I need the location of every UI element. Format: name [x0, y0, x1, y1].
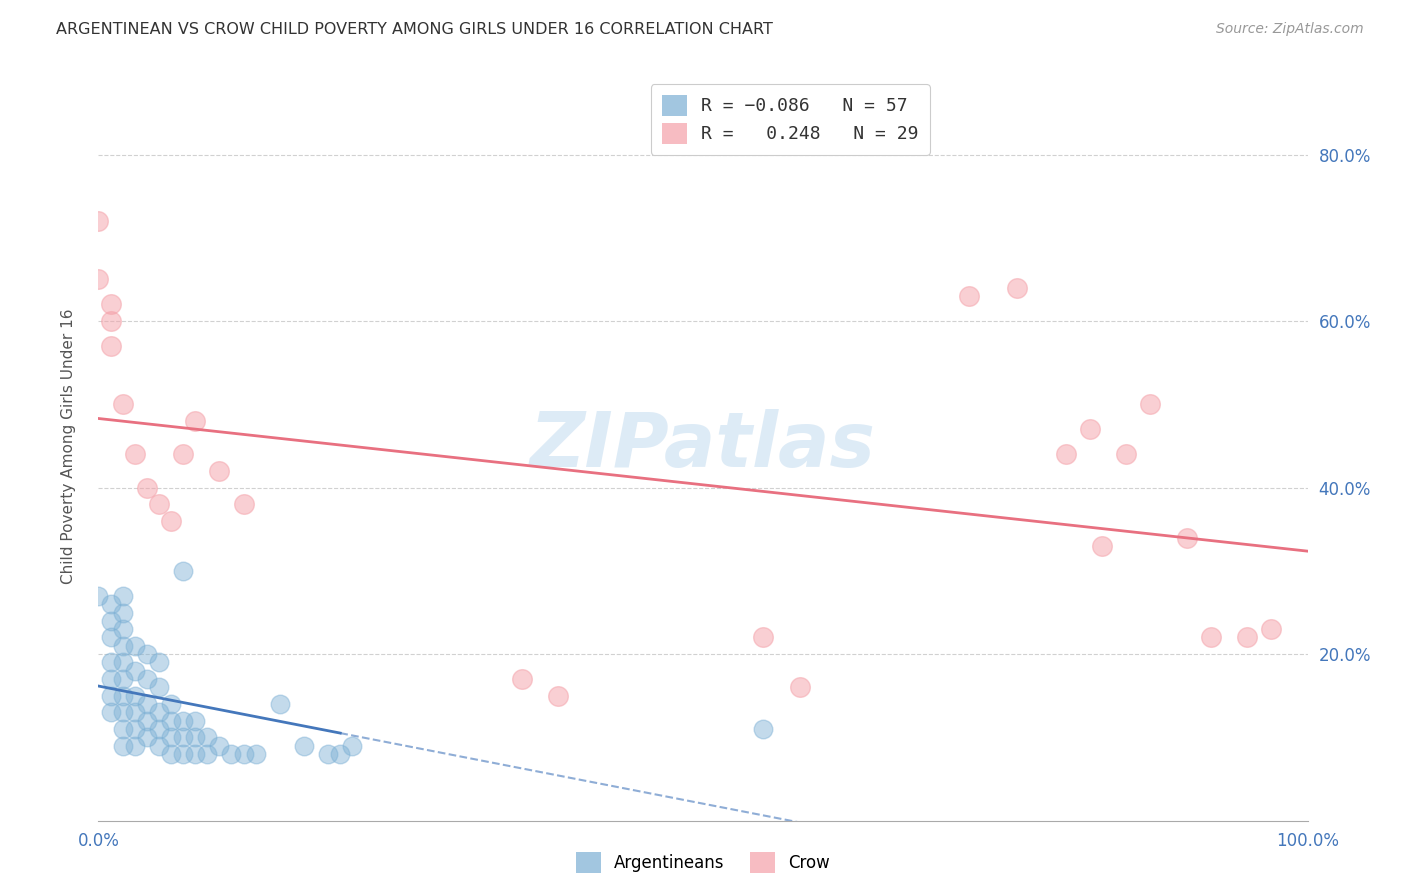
Point — [292, 739, 315, 753]
Point — [160, 731, 183, 745]
Point — [510, 672, 533, 686]
Point — [1260, 622, 1282, 636]
Point — [111, 622, 134, 636]
Text: ZIPatlas: ZIPatlas — [530, 409, 876, 483]
Point — [547, 689, 569, 703]
Point — [1199, 631, 1222, 645]
Point — [184, 747, 207, 761]
Point — [135, 714, 157, 728]
Point — [100, 339, 122, 353]
Point — [172, 714, 194, 728]
Point — [160, 697, 183, 711]
Point — [111, 689, 134, 703]
Point — [789, 681, 811, 695]
Point — [172, 731, 194, 745]
Point — [208, 464, 231, 478]
Point — [160, 514, 183, 528]
Point — [135, 481, 157, 495]
Point — [1007, 281, 1029, 295]
Point — [1091, 539, 1114, 553]
Point — [195, 747, 218, 761]
Point — [100, 597, 122, 611]
Y-axis label: Child Poverty Among Girls Under 16: Child Poverty Among Girls Under 16 — [62, 309, 76, 583]
Legend: Argentineans, Crow: Argentineans, Crow — [569, 846, 837, 880]
Point — [124, 739, 146, 753]
Point — [208, 739, 231, 753]
Point — [232, 497, 254, 511]
Point — [100, 614, 122, 628]
Point — [245, 747, 267, 761]
Point — [111, 397, 134, 411]
Point — [135, 731, 157, 745]
Point — [148, 722, 170, 736]
Point — [184, 731, 207, 745]
Point — [316, 747, 339, 761]
Point — [1236, 631, 1258, 645]
Point — [124, 639, 146, 653]
Point — [111, 706, 134, 720]
Point — [111, 656, 134, 670]
Point — [1054, 447, 1077, 461]
Point — [100, 314, 122, 328]
Point — [135, 697, 157, 711]
Point — [87, 589, 110, 603]
Point — [957, 289, 980, 303]
Point — [100, 706, 122, 720]
Point — [172, 564, 194, 578]
Point — [111, 639, 134, 653]
Point — [172, 447, 194, 461]
Point — [135, 647, 157, 661]
Point — [148, 497, 170, 511]
Point — [1175, 531, 1198, 545]
Point — [100, 672, 122, 686]
Point — [221, 747, 243, 761]
Point — [148, 681, 170, 695]
Point — [148, 656, 170, 670]
Point — [1139, 397, 1161, 411]
Point — [269, 697, 291, 711]
Point — [111, 589, 134, 603]
Point — [111, 606, 134, 620]
Point — [100, 656, 122, 670]
Point — [329, 747, 352, 761]
Point — [752, 631, 775, 645]
Point — [172, 747, 194, 761]
Point — [1115, 447, 1137, 461]
Point — [124, 722, 146, 736]
Point — [87, 272, 110, 286]
Point — [124, 689, 146, 703]
Point — [232, 747, 254, 761]
Point — [100, 297, 122, 311]
Point — [195, 731, 218, 745]
Point — [184, 714, 207, 728]
Point — [100, 689, 122, 703]
Point — [124, 706, 146, 720]
Point — [87, 214, 110, 228]
Point — [111, 739, 134, 753]
Point — [124, 447, 146, 461]
Point — [184, 414, 207, 428]
Point — [148, 706, 170, 720]
Point — [124, 664, 146, 678]
Point — [111, 672, 134, 686]
Text: ARGENTINEAN VS CROW CHILD POVERTY AMONG GIRLS UNDER 16 CORRELATION CHART: ARGENTINEAN VS CROW CHILD POVERTY AMONG … — [56, 22, 773, 37]
Point — [342, 739, 364, 753]
Point — [135, 672, 157, 686]
Point — [100, 631, 122, 645]
Text: Source: ZipAtlas.com: Source: ZipAtlas.com — [1216, 22, 1364, 37]
Point — [148, 739, 170, 753]
Point — [160, 714, 183, 728]
Legend: R = −0.086   N = 57, R =   0.248   N = 29: R = −0.086 N = 57, R = 0.248 N = 29 — [651, 84, 929, 154]
Point — [160, 747, 183, 761]
Point — [111, 722, 134, 736]
Point — [1078, 422, 1101, 436]
Point — [752, 722, 775, 736]
